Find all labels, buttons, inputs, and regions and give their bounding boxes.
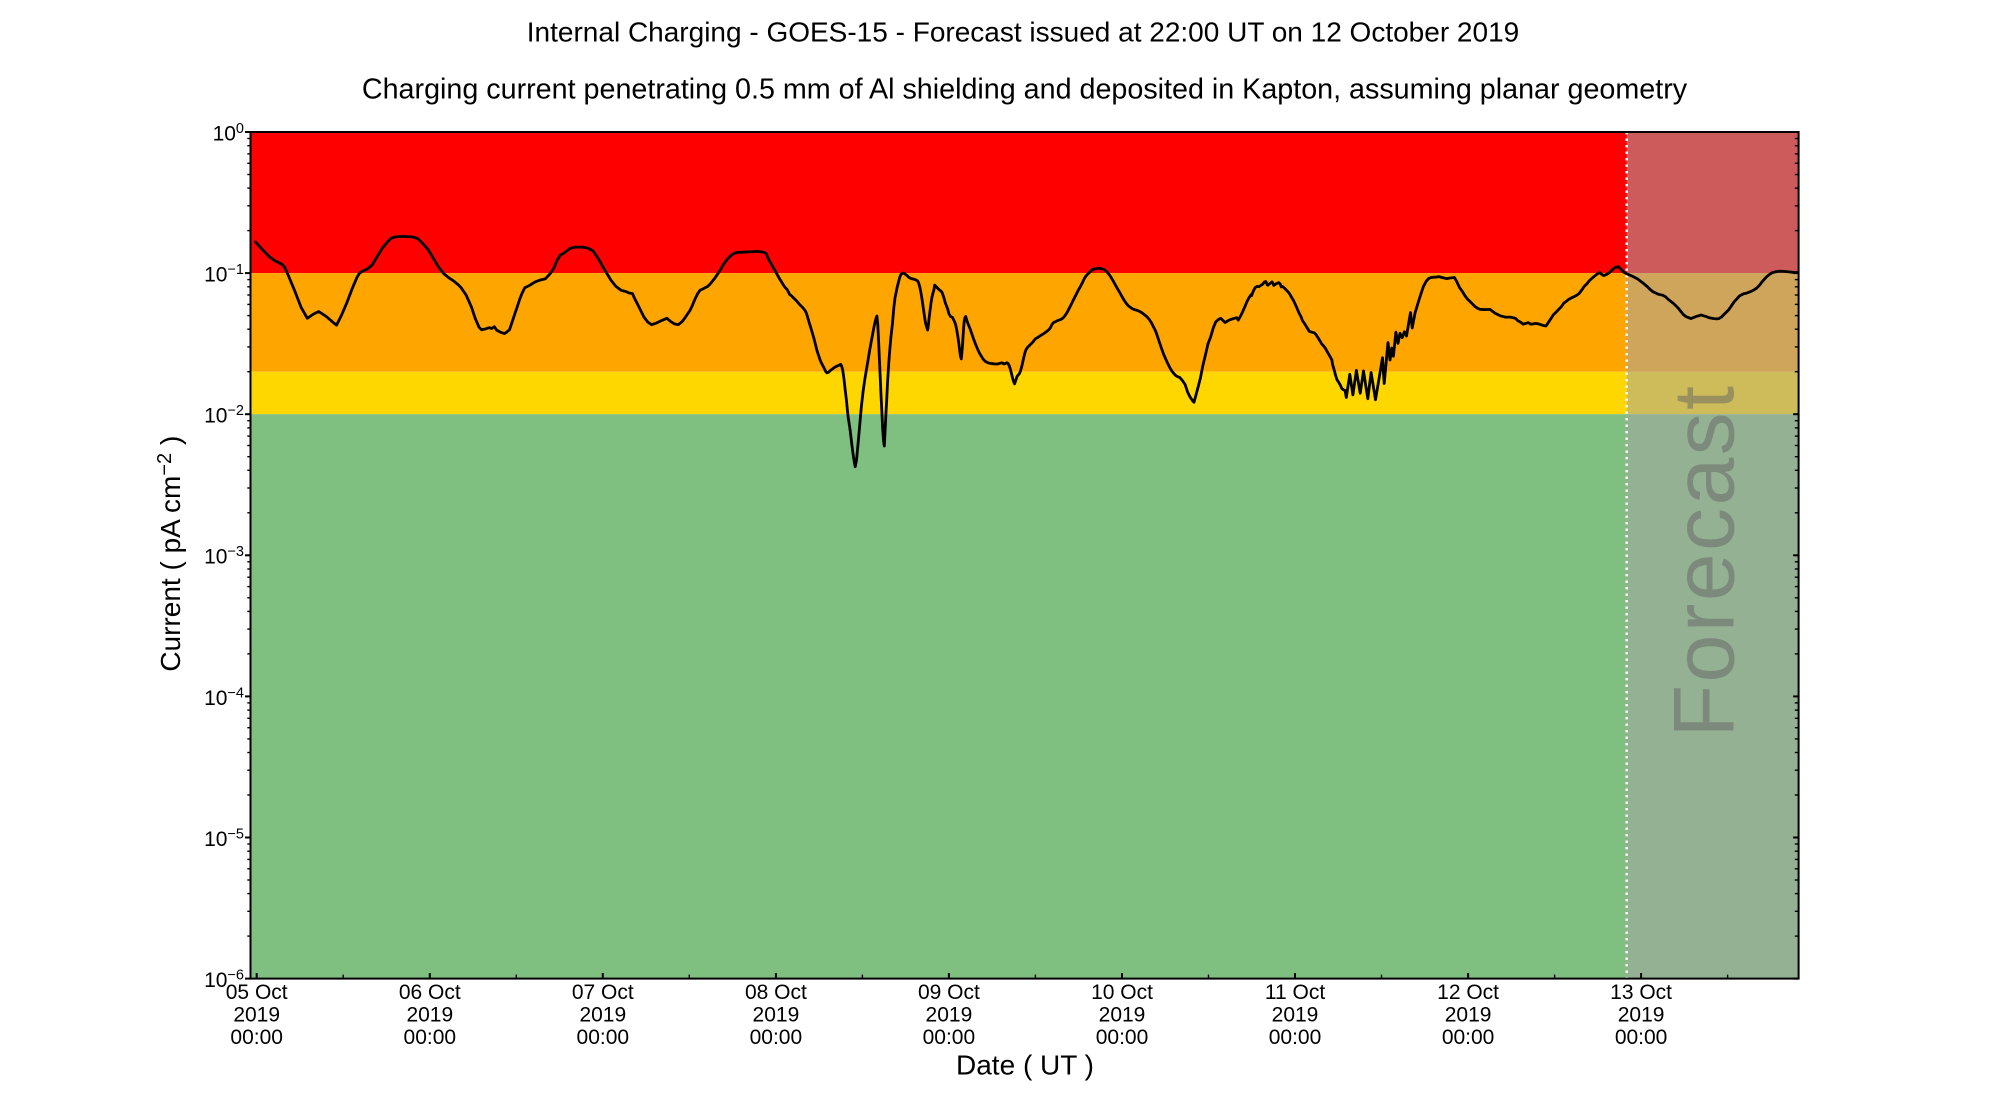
svg-text:13 Oct: 13 Oct [1610, 981, 1672, 1004]
svg-text:2019: 2019 [1272, 1004, 1319, 1027]
svg-text:10−4: 10−4 [204, 685, 244, 710]
svg-text:2019: 2019 [579, 1004, 626, 1027]
svg-text:09 Oct: 09 Oct [918, 981, 980, 1004]
svg-text:00:00: 00:00 [1615, 1026, 1668, 1049]
svg-text:2019: 2019 [406, 1004, 453, 1027]
svg-text:Charging current penetrating 0: Charging current penetrating 0.5 mm of A… [362, 74, 1688, 106]
svg-text:2019: 2019 [233, 1004, 280, 1027]
svg-text:2019: 2019 [1099, 1004, 1146, 1027]
svg-text:07 Oct: 07 Oct [572, 981, 634, 1004]
svg-text:05 Oct: 05 Oct [226, 981, 288, 1004]
svg-text:00:00: 00:00 [750, 1026, 803, 1049]
svg-text:11 Oct: 11 Oct [1265, 981, 1325, 1004]
svg-text:10 Oct: 10 Oct [1091, 981, 1153, 1004]
svg-text:00:00: 00:00 [1269, 1026, 1322, 1049]
svg-text:00:00: 00:00 [1096, 1026, 1149, 1049]
svg-text:00:00: 00:00 [923, 1026, 976, 1049]
svg-text:00:00: 00:00 [230, 1026, 283, 1049]
svg-text:00:00: 00:00 [404, 1026, 457, 1049]
svg-text:2019: 2019 [753, 1004, 800, 1027]
svg-text:06 Oct: 06 Oct [399, 981, 461, 1004]
svg-text:2019: 2019 [926, 1004, 973, 1027]
svg-text:2019: 2019 [1445, 1004, 1492, 1027]
svg-text:00:00: 00:00 [1442, 1026, 1495, 1049]
svg-text:00:00: 00:00 [577, 1026, 630, 1049]
svg-text:Date ( UT ): Date ( UT ) [956, 1049, 1094, 1080]
svg-text:12 Oct: 12 Oct [1437, 981, 1499, 1004]
svg-text:2019: 2019 [1618, 1004, 1665, 1027]
svg-text:08 Oct: 08 Oct [745, 981, 807, 1004]
svg-text:Internal Charging - GOES-15 -: Internal Charging - GOES-15 - Forecast i… [527, 16, 1519, 47]
svg-text:10−6: 10−6 [204, 968, 244, 993]
svg-text:Forecast: Forecast [1657, 384, 1753, 738]
svg-text:10−5: 10−5 [204, 826, 244, 851]
